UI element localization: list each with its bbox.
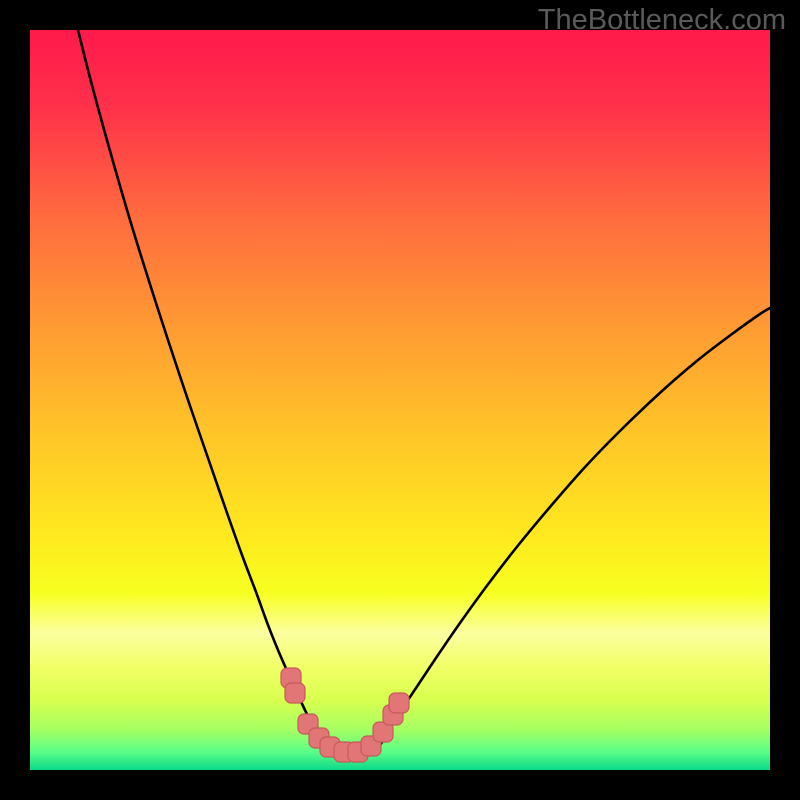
watermark-text: TheBottleneck.com xyxy=(538,4,786,37)
bottleneck-plot xyxy=(30,30,770,770)
marker-point xyxy=(285,683,305,703)
marker-point xyxy=(389,693,409,713)
plot-background xyxy=(30,30,770,770)
